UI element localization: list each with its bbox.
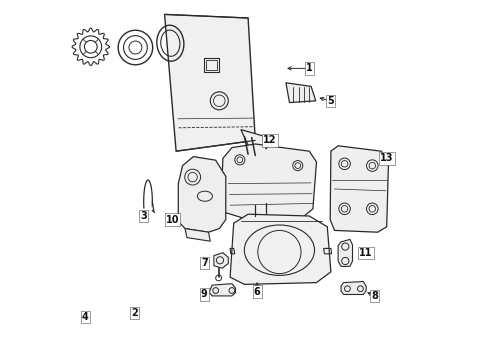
Polygon shape [185, 229, 210, 241]
Text: 11: 11 [359, 248, 372, 258]
Text: 5: 5 [327, 96, 334, 106]
Text: 10: 10 [165, 215, 179, 225]
Polygon shape [221, 144, 316, 220]
Polygon shape [209, 284, 235, 296]
Polygon shape [340, 282, 366, 294]
Polygon shape [213, 253, 228, 268]
Text: 3: 3 [140, 211, 147, 221]
Bar [205, 60, 216, 70]
Polygon shape [329, 146, 387, 232]
Polygon shape [230, 214, 330, 284]
Text: 9: 9 [201, 289, 207, 300]
Text: 1: 1 [305, 63, 312, 73]
Polygon shape [178, 157, 225, 232]
Text: 4: 4 [82, 312, 89, 322]
Polygon shape [241, 130, 276, 155]
Text: 6: 6 [253, 287, 260, 297]
Polygon shape [72, 28, 109, 66]
Bar [204, 58, 218, 72]
Polygon shape [164, 14, 255, 151]
Text: 8: 8 [370, 291, 378, 301]
Text: 2: 2 [131, 308, 138, 318]
Text: 13: 13 [379, 153, 393, 163]
Text: 7: 7 [201, 258, 208, 268]
Text: 12: 12 [263, 135, 276, 145]
Polygon shape [285, 83, 315, 103]
Polygon shape [337, 239, 352, 266]
